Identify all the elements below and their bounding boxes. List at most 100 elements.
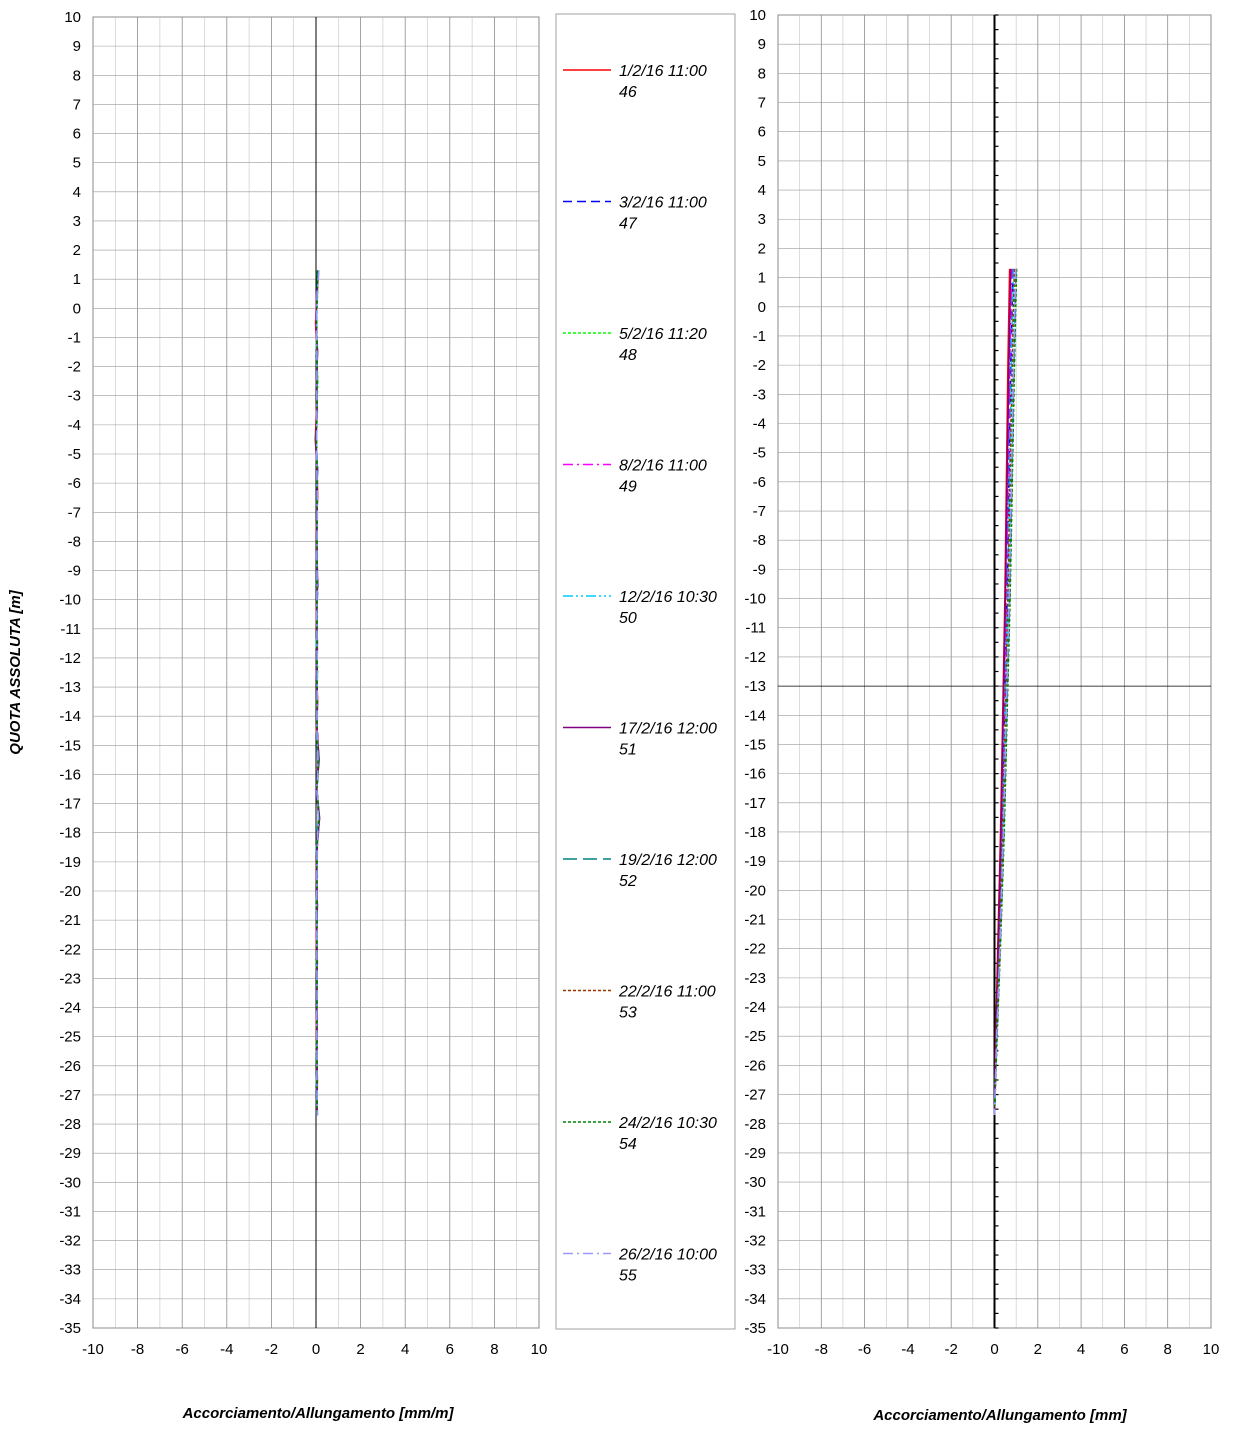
left-y-tick-label: -20 (59, 883, 81, 900)
left-x-tick-label: -4 (220, 1341, 233, 1358)
legend-number: 55 (619, 1268, 637, 1285)
left-y-tick-label: -9 (68, 563, 81, 580)
left-y-tick-label: -1 (68, 329, 81, 346)
right-y-tick-label: -24 (744, 999, 766, 1016)
left-y-tick-label: 5 (73, 155, 81, 172)
left-y-tick-label: -16 (59, 766, 81, 783)
right-x-tick-label: 8 (1164, 1341, 1172, 1358)
legend-number: 51 (619, 742, 637, 759)
right-y-tick-label: -27 (744, 1087, 766, 1104)
right-x-tick-label: 2 (1034, 1341, 1042, 1358)
legend-number: 48 (619, 347, 637, 364)
right-y-tick-label: -9 (753, 561, 766, 578)
right-y-tick-label: -22 (744, 941, 766, 958)
right-y-tick-label: -1 (753, 328, 766, 345)
left-y-tick-label: -22 (59, 941, 81, 958)
right-y-tick-label: -17 (744, 795, 766, 812)
right-y-tick-label: 7 (758, 95, 766, 112)
left-y-axis-title: QUOTA ASSOLUTA [m] (7, 589, 24, 754)
legend: 1/2/16 11:00 46 3/2/16 11:00 47 5/2/16 11:20… (555, 13, 736, 1330)
left-y-tick-label: -21 (59, 912, 81, 929)
left-y-tick-label: -14 (59, 708, 81, 725)
right-x-axis-title: Accorciamento/Allungamento [mm] (872, 1407, 1127, 1424)
right-y-tick-label: -15 (744, 736, 766, 753)
left-y-tick-label: 8 (73, 67, 81, 84)
right-y-tick-label: -5 (753, 445, 766, 462)
legend-number: 52 (619, 873, 637, 890)
left-x-tick-label: -2 (265, 1341, 278, 1358)
left-y-tick-label: -18 (59, 825, 81, 842)
left-y-tick-label: 7 (73, 96, 81, 113)
legend-label: 19/2/16 12:00 (619, 852, 717, 869)
legend-label: 17/2/16 12:00 (619, 721, 717, 738)
left-y-tick-label: 3 (73, 213, 81, 230)
right-y-tick-label: -28 (744, 1116, 766, 1133)
legend-number: 49 (619, 479, 637, 496)
left-y-tick-label: -34 (59, 1291, 81, 1308)
left-x-tick-label: -6 (176, 1341, 189, 1358)
legend-number: 54 (619, 1136, 637, 1153)
left-y-tick-label: -10 (59, 592, 81, 609)
left-x-tick-label: -10 (82, 1341, 104, 1358)
right-y-tick-label: -31 (744, 1203, 766, 1220)
right-y-tick-label: -16 (744, 766, 766, 783)
right-y-tick-label: 9 (758, 36, 766, 53)
legend-number: 47 (619, 216, 638, 233)
right-y-tick-label: -3 (753, 386, 766, 403)
right-y-tick-label: -2 (753, 357, 766, 374)
right-chart: 109876543210-1-2-3-4-5-6-7-8-9-10-11-12-… (744, 7, 1219, 1424)
left-y-tick-label: -24 (59, 1000, 81, 1017)
left-y-tick-label: -8 (68, 533, 81, 550)
right-y-tick-label: -18 (744, 824, 766, 841)
right-x-tick-label: -4 (901, 1341, 914, 1358)
left-y-tick-label: -3 (68, 388, 81, 405)
right-y-tick-label: 4 (758, 182, 766, 199)
left-y-tick-label: -23 (59, 970, 81, 987)
left-y-tick-label: 1 (73, 271, 81, 288)
right-y-tick-label: -20 (744, 882, 766, 899)
left-x-tick-label: 4 (401, 1341, 409, 1358)
left-y-tick-label: -2 (68, 359, 81, 376)
left-y-tick-label: -7 (68, 504, 81, 521)
legend-number: 53 (619, 1005, 637, 1022)
right-y-tick-label: 2 (758, 240, 766, 257)
left-y-tick-label: 0 (73, 300, 81, 317)
right-y-tick-label: -7 (753, 503, 766, 520)
legend-label: 22/2/16 11:00 (618, 984, 716, 1001)
legend-label: 1/2/16 11:00 (619, 63, 707, 80)
left-x-tick-label: 0 (312, 1341, 320, 1358)
left-y-tick-label: -28 (59, 1116, 81, 1133)
right-x-tick-label: 0 (990, 1341, 998, 1358)
right-series-6 (993, 268, 1012, 1116)
legend-number: 50 (619, 610, 637, 627)
right-y-tick-label: 3 (758, 211, 766, 228)
left-y-tick-label: -15 (59, 737, 81, 754)
right-series-10 (993, 268, 1017, 1116)
left-y-tick-label: -33 (59, 1262, 81, 1279)
right-y-tick-label: -4 (753, 415, 766, 432)
legend-label: 3/2/16 11:00 (619, 195, 707, 212)
left-chart: 109876543210-1-2-3-4-5-6-7-8-9-10-11-12-… (7, 9, 547, 1422)
left-y-tick-label: -17 (59, 796, 81, 813)
left-y-tick-label: -26 (59, 1058, 81, 1075)
right-x-tick-label: -6 (858, 1341, 871, 1358)
legend-box (555, 13, 736, 1330)
right-y-tick-label: 1 (758, 270, 766, 287)
left-y-tick-label: 10 (64, 9, 81, 26)
right-y-tick-label: 0 (758, 299, 766, 316)
right-y-tick-label: -8 (753, 532, 766, 549)
left-y-tick-label: -5 (68, 446, 81, 463)
right-y-tick-label: -23 (744, 970, 766, 987)
right-y-tick-label: -33 (744, 1262, 766, 1279)
left-x-tick-label: -8 (131, 1341, 144, 1358)
left-y-tick-label: 4 (73, 184, 81, 201)
left-y-tick-label: -27 (59, 1087, 81, 1104)
right-y-tick-label: -34 (744, 1291, 766, 1308)
left-y-tick-label: -30 (59, 1174, 81, 1191)
left-y-tick-label: -11 (60, 621, 81, 638)
right-y-tick-label: -26 (744, 1057, 766, 1074)
left-y-tick-label: -12 (59, 650, 81, 667)
right-y-tick-label: 6 (758, 124, 766, 141)
left-y-tick-label: -25 (59, 1029, 81, 1046)
